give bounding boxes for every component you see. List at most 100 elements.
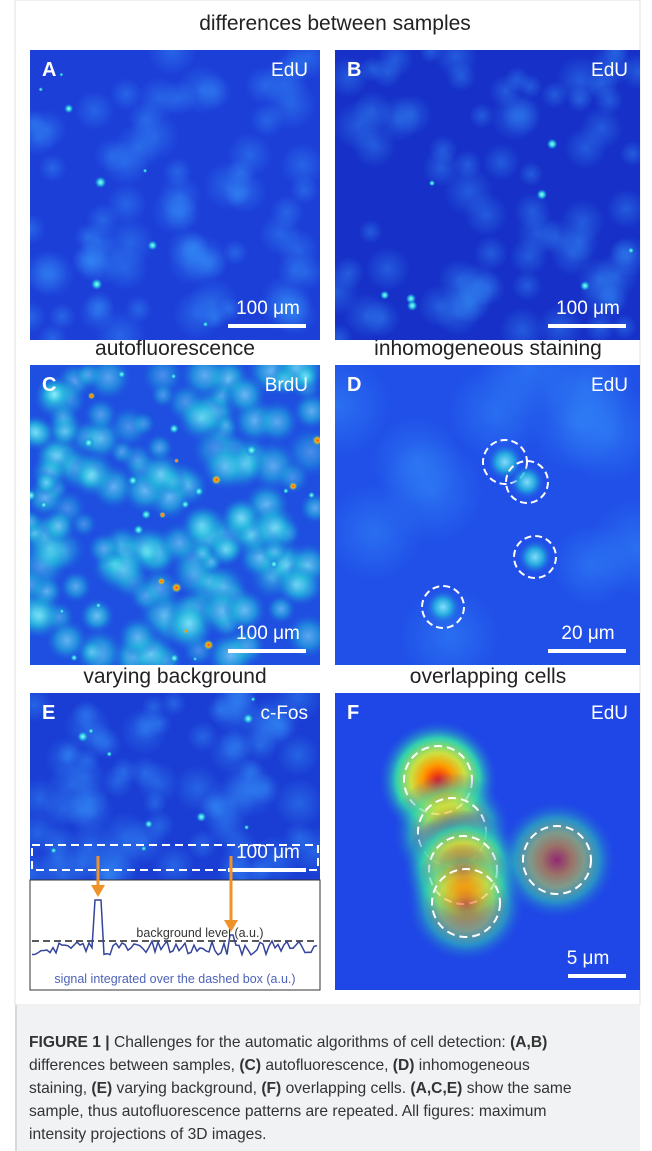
caption: FIGURE 1 | Challenges for the automatic … (15, 1005, 640, 1151)
plot-annotation: background level (a.u.) (136, 926, 263, 940)
spot (312, 435, 323, 446)
blob (248, 503, 298, 553)
spot (59, 609, 64, 614)
spot (380, 291, 389, 300)
blob (69, 450, 117, 498)
blob (358, 219, 382, 243)
spot (308, 492, 315, 499)
cell (426, 590, 460, 624)
spot (143, 169, 147, 173)
blob (551, 525, 632, 606)
caption-bold: (D) (393, 1057, 415, 1074)
blob (324, 323, 354, 353)
panel-title: inhomogeneous staining (374, 337, 602, 360)
blob (98, 544, 148, 594)
blob (299, 492, 331, 524)
spot (64, 104, 73, 113)
spot (88, 728, 94, 734)
spot (38, 87, 43, 92)
caption-text: intensity projections of 3D images. (29, 1126, 267, 1143)
cell (518, 540, 552, 574)
caption-text: differences between samples, (29, 1057, 239, 1074)
spot (106, 751, 112, 757)
blob (138, 451, 184, 497)
spot (196, 812, 206, 822)
blob (201, 442, 250, 491)
stain-label: BrdU (265, 375, 308, 396)
blob (150, 382, 175, 407)
blob (435, 290, 481, 336)
blob (180, 504, 223, 547)
spot (203, 640, 214, 651)
spot (170, 654, 179, 663)
panel-title: differences between samples (199, 12, 471, 35)
blob (365, 246, 410, 291)
blob (38, 154, 66, 182)
blob (12, 567, 47, 602)
spot (171, 582, 182, 593)
caption-bold: (E) (91, 1080, 112, 1097)
blob (48, 303, 76, 331)
blob (359, 56, 385, 82)
stain-label: c-Fos (261, 703, 309, 724)
page: differences between samples autofluoresce… (0, 0, 652, 1151)
spot (246, 444, 258, 456)
spot (95, 176, 107, 188)
blob (541, 81, 569, 109)
panel-title: autofluorescence (95, 337, 255, 360)
blob (482, 143, 520, 181)
blob (265, 79, 316, 130)
panel-label: E (42, 702, 55, 724)
blob (18, 117, 57, 156)
blob (619, 141, 645, 167)
blob (180, 235, 229, 284)
caption-text: overlapping cells. (281, 1080, 410, 1097)
blob (41, 508, 76, 543)
blob (275, 563, 317, 605)
blob (275, 779, 324, 828)
blob (108, 406, 150, 448)
spot (141, 509, 151, 519)
caption-bold: (F) (261, 1080, 281, 1097)
panel-label: C (42, 374, 56, 396)
blob (63, 792, 99, 828)
blob (59, 570, 92, 603)
cell (510, 465, 544, 499)
figure: differences between samples autofluoresce… (0, 0, 652, 1005)
blob (255, 400, 300, 445)
blob (78, 639, 105, 666)
blob (206, 697, 233, 724)
panel-title: overlapping cells (410, 665, 566, 688)
blob (333, 101, 383, 151)
spot (169, 424, 179, 434)
spot (181, 500, 190, 509)
panel-title: varying background (83, 665, 266, 688)
spot (59, 73, 63, 77)
blob (162, 194, 200, 232)
blob (473, 236, 508, 271)
caption-text: staining, (29, 1080, 91, 1097)
caption-bold: FIGURE 1 | (29, 1034, 110, 1051)
spot (50, 847, 56, 853)
spot (244, 825, 249, 830)
spot (40, 501, 48, 509)
blob (80, 223, 116, 259)
caption-text: show the same (462, 1080, 571, 1097)
blob (147, 711, 172, 736)
spot (147, 240, 157, 250)
spot (95, 602, 101, 608)
spot (580, 281, 590, 291)
panel-label: D (347, 374, 361, 396)
spot (184, 629, 189, 634)
spot (628, 247, 634, 253)
blob (177, 65, 227, 115)
blob (519, 162, 544, 187)
spot (118, 370, 126, 378)
panel-label: F (347, 702, 359, 724)
blob (117, 616, 159, 658)
blob (608, 236, 649, 277)
spot (203, 321, 209, 327)
spot (83, 437, 94, 448)
blob (332, 256, 365, 289)
caption-line: sample, thus autofluorescence patterns a… (29, 1100, 640, 1123)
